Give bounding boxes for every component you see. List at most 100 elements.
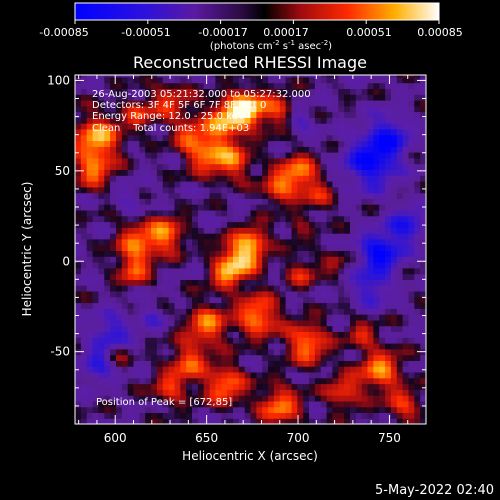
heatmap-cell: [104, 279, 111, 286]
heatmap-cell: [139, 383, 146, 390]
heatmap-cell: [326, 128, 334, 136]
heatmap-cell: [180, 111, 187, 118]
heatmap-cell: [162, 383, 170, 390]
heatmap-cell: [151, 406, 158, 413]
heatmap-cell: [75, 395, 82, 402]
heatmap-cell: [279, 169, 287, 176]
heatmap-cell: [156, 302, 164, 309]
heatmap-cell: [174, 123, 181, 130]
heatmap-cell: [127, 343, 135, 350]
heatmap-cell: [174, 371, 181, 379]
heatmap-cell: [75, 250, 82, 257]
heatmap-cell: [279, 331, 287, 338]
heatmap-cell: [86, 262, 94, 269]
heatmap-cell: [116, 100, 123, 107]
heatmap-cell: [373, 314, 380, 321]
heatmap-cell: [203, 198, 211, 205]
heatmap-cell: [309, 82, 316, 89]
heatmap-cell: [110, 325, 117, 332]
heatmap-cell: [180, 204, 187, 211]
heatmap-cell: [209, 360, 217, 367]
heatmap-cell: [350, 117, 357, 124]
heatmap-cell: [297, 221, 304, 228]
heatmap-cell: [238, 262, 246, 269]
heatmap-cell: [139, 395, 146, 402]
heatmap-cell: [192, 256, 199, 263]
heatmap-cell: [75, 117, 82, 124]
heatmap-cell: [186, 94, 193, 101]
heatmap-cell: [98, 371, 105, 379]
heatmap-cell: [279, 314, 287, 321]
heatmap-cell: [244, 105, 252, 113]
heatmap-cell: [320, 227, 328, 234]
heatmap-cell: [396, 175, 404, 182]
heatmap-cell: [297, 400, 304, 408]
heatmap-cell: [285, 267, 293, 275]
heatmap-cell: [420, 267, 426, 275]
heatmap-cell: [420, 377, 426, 385]
heatmap-cell: [250, 406, 257, 413]
heatmap-cell: [344, 204, 351, 211]
heatmap-cell: [367, 262, 374, 269]
heatmap-cell: [332, 82, 339, 89]
heatmap-cell: [221, 76, 228, 84]
heatmap-cell: [326, 383, 334, 390]
heatmap-cell: [174, 302, 181, 309]
heatmap-cell: [168, 285, 176, 292]
heatmap-cell: [121, 325, 129, 332]
heatmap-cell: [361, 325, 369, 332]
heatmap-cell: [162, 302, 170, 309]
heatmap-cell: [279, 319, 287, 327]
heatmap-cell: [92, 128, 100, 136]
heatmap-cell: [273, 348, 281, 356]
heatmap-cell: [314, 238, 322, 246]
heatmap-cell: [250, 244, 257, 251]
heatmap-cell: [285, 314, 293, 321]
heatmap-cell: [367, 308, 374, 315]
heatmap-cell: [326, 186, 334, 194]
heatmap-cell: [408, 337, 415, 344]
heatmap-cell: [98, 319, 105, 327]
heatmap-cell: [379, 111, 386, 118]
heatmap-cell: [297, 267, 304, 275]
heatmap-cell: [344, 331, 351, 338]
heatmap-cell: [350, 76, 357, 84]
heatmap-cell: [221, 238, 228, 246]
heatmap-cell: [262, 262, 269, 269]
heatmap-cell: [420, 186, 426, 194]
heatmap-cell: [203, 94, 211, 101]
heatmap-cell: [291, 366, 298, 373]
heatmap-cell: [174, 105, 181, 113]
heatmap-cell: [156, 244, 164, 251]
heatmap-cell: [227, 128, 234, 136]
heatmap-cell: [227, 111, 234, 118]
heatmap-cell: [133, 94, 140, 101]
heatmap-cell: [151, 389, 158, 396]
heatmap-cell: [139, 302, 146, 309]
heatmap-cell: [162, 262, 170, 269]
heatmap-cell: [361, 123, 369, 130]
heatmap-cell: [238, 314, 246, 321]
heatmap-cell: [256, 94, 263, 101]
heatmap-cell: [75, 134, 82, 142]
heatmap-cell: [127, 337, 135, 344]
heatmap-cell: [273, 354, 281, 361]
heatmap-cell: [162, 128, 170, 136]
heatmap-cell: [145, 250, 152, 257]
heatmap-cell: [344, 273, 351, 280]
heatmap-cell: [408, 354, 415, 361]
heatmap-cell: [86, 209, 94, 217]
heatmap-cell: [209, 273, 217, 280]
heatmap-cell: [192, 389, 199, 396]
heatmap-cell: [238, 400, 246, 408]
heatmap-cell: [116, 146, 123, 153]
heatmap-cell: [110, 117, 117, 124]
heatmap-cell: [303, 209, 310, 217]
heatmap-cell: [396, 366, 404, 373]
heatmap-cell: [104, 105, 111, 113]
heatmap-cell: [151, 412, 158, 419]
heatmap-cell: [104, 418, 111, 424]
heatmap-cell: [197, 308, 205, 315]
heatmap-cell: [402, 400, 410, 408]
heatmap-cell: [139, 76, 146, 84]
